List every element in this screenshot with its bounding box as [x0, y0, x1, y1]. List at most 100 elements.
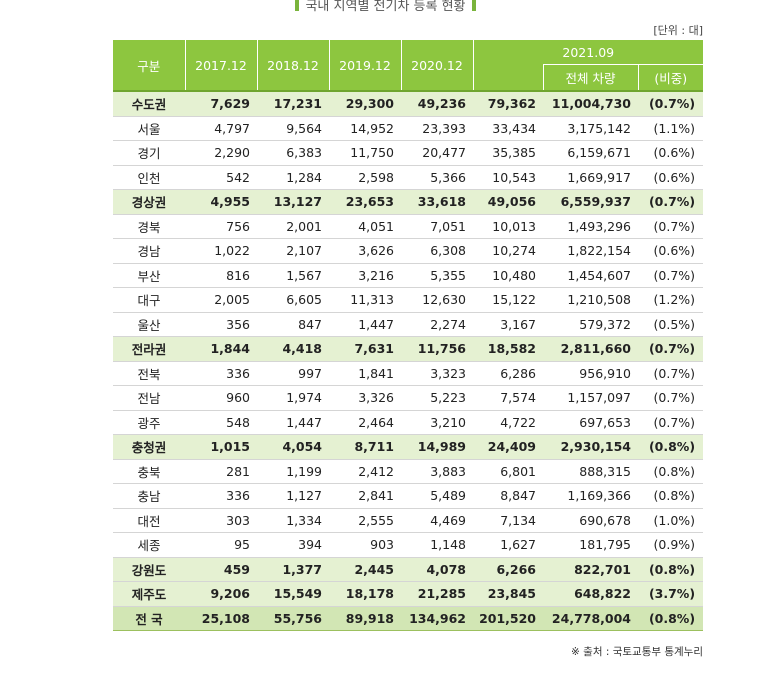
cell-share: (0.6%) [638, 165, 704, 190]
row-name: 충북 [113, 459, 185, 484]
table-row: 서울 4,797 9,564 14,952 23,393 33,434 3,175,142(… [113, 116, 704, 141]
cell-value: 888,315 [543, 459, 638, 484]
cell-share: (1.0%) [638, 508, 704, 533]
cell-value: 356 [185, 312, 257, 337]
cell-value: 1,822,154 [543, 238, 638, 264]
cell-value: 9,206 [185, 581, 257, 607]
cell-value: 10,480 [473, 263, 543, 288]
cell-value: 7,629 [185, 90, 257, 117]
header-year: 2018.12 [256, 40, 329, 91]
table-row: 경기 2,290 6,383 11,750 20,477 35,385 6,159,671(… [113, 140, 704, 166]
row-name: 충남 [113, 483, 185, 509]
cell-share: (0.8%) [638, 483, 704, 509]
cell-value: 579,372 [543, 312, 638, 337]
cell-value: 3,210 [401, 410, 473, 435]
row-name: 전남 [113, 385, 185, 411]
header-latest-ev-blank [472, 64, 543, 91]
cell-value: 6,605 [257, 287, 329, 313]
cell-share: (0.8%) [638, 605, 704, 631]
cell-value: 14,952 [329, 116, 401, 141]
title-right-bar [471, 0, 476, 11]
cell-value: 29,300 [329, 90, 401, 117]
row-name: 대구 [113, 287, 185, 313]
cell-value: 3,326 [329, 385, 401, 411]
cell-value: 23,393 [401, 116, 473, 141]
cell-value: 697,653 [543, 410, 638, 435]
cell-value: 25,108 [185, 605, 257, 631]
cell-value: 1,127 [257, 483, 329, 509]
row-name: 울산 [113, 312, 185, 337]
cell-value: 201,520 [473, 605, 543, 631]
cell-value: 49,236 [401, 90, 473, 117]
cell-value: 6,308 [401, 238, 473, 264]
cell-value: 822,701 [543, 557, 638, 582]
table-row: 대구 2,005 6,605 11,313 12,630 15,122 1,210,508(… [113, 287, 704, 313]
cell-value: 548 [185, 410, 257, 435]
table-row: 충청권 1,015 4,054 8,711 14,989 24,409 2,930,154(… [113, 434, 704, 460]
row-name: 강원도 [113, 557, 185, 582]
row-name: 경기 [113, 140, 185, 166]
cell-value: 2,464 [329, 410, 401, 435]
cell-value: 5,223 [401, 385, 473, 411]
cell-value: 4,051 [329, 214, 401, 239]
cell-value: 7,134 [473, 508, 543, 533]
table-row: 인천 542 1,284 2,598 5,366 10,543 1,669,917 (0.6%… [113, 165, 704, 190]
cell-value: 7,051 [401, 214, 473, 239]
cell-value: 2,107 [257, 238, 329, 264]
cell-value: 690,678 [543, 508, 638, 533]
header-year: 2020.12 [400, 40, 473, 91]
cell-value: 1,669,917 [543, 165, 638, 190]
cell-share: (0.8%) [638, 557, 704, 582]
cell-share: (0.8%) [638, 434, 704, 460]
cell-value: 336 [185, 361, 257, 386]
cell-value: 1,974 [257, 385, 329, 411]
table-title: 국내 지역별 전기차 등록 현황 [0, 0, 771, 16]
cell-value: 756 [185, 214, 257, 239]
cell-value: 20,477 [401, 140, 473, 166]
ev-registration-table: 구분 2017.12 2018.12 2019.12 2020.12 2021.… [113, 40, 704, 631]
cell-share: (0.7%) [638, 361, 704, 386]
cell-value: 11,756 [401, 336, 473, 362]
cell-share: (0.7%) [638, 336, 704, 362]
cell-value: 6,559,937 [543, 189, 638, 215]
cell-value: 55,756 [257, 605, 329, 631]
cell-value: 33,434 [473, 116, 543, 141]
cell-value: 7,631 [329, 336, 401, 362]
cell-value: 903 [329, 532, 401, 558]
cell-value: 5,366 [401, 165, 473, 190]
cell-value: 4,418 [257, 336, 329, 362]
cell-share: (0.7%) [638, 263, 704, 288]
cell-value: 89,918 [329, 605, 401, 631]
row-name: 전 국 [113, 605, 185, 631]
table-row: 세종 95 394 903 1,148 1,627 181,795 (0.9%) [113, 532, 704, 558]
cell-value: 1,157,097 [543, 385, 638, 411]
cell-share: (0.6%) [638, 238, 704, 264]
cell-value: 1,022 [185, 238, 257, 264]
cell-value: 1,454,607 [543, 263, 638, 288]
cell-share: (0.7%) [638, 90, 704, 117]
header-share: (비중) [637, 64, 704, 91]
cell-value: 9,564 [257, 116, 329, 141]
cell-value: 1,334 [257, 508, 329, 533]
cell-value: 459 [185, 557, 257, 582]
cell-share: (0.5%) [638, 312, 704, 337]
cell-value: 6,801 [473, 459, 543, 484]
cell-value: 1,199 [257, 459, 329, 484]
cell-value: 24,778,004 [543, 605, 638, 631]
row-name: 서울 [113, 116, 185, 141]
cell-value: 4,722 [473, 410, 543, 435]
cell-value: 303 [185, 508, 257, 533]
cell-value: 2,274 [401, 312, 473, 337]
cell-value: 33,618 [401, 189, 473, 215]
cell-value: 11,313 [329, 287, 401, 313]
cell-value: 24,409 [473, 434, 543, 460]
cell-value: 6,266 [473, 557, 543, 582]
row-name: 부산 [113, 263, 185, 288]
table-row: 전 국 25,108 55,756 89,918 134,962 201,520 24,77… [113, 605, 704, 631]
row-name: 세종 [113, 532, 185, 558]
cell-value: 1,841 [329, 361, 401, 386]
cell-value: 336 [185, 483, 257, 509]
unit-label: [단위 : 대] [653, 24, 703, 37]
cell-share: (0.7%) [638, 410, 704, 435]
cell-value: 1,567 [257, 263, 329, 288]
